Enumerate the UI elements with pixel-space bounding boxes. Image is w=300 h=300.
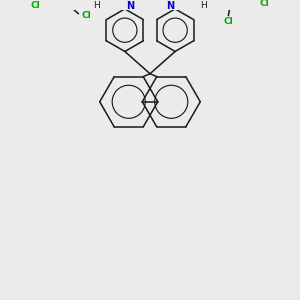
Text: H: H [200,1,207,10]
Text: Cl: Cl [81,11,91,20]
Text: N: N [166,1,174,11]
Text: Cl: Cl [224,17,233,26]
Text: Cl: Cl [31,1,41,10]
Text: N: N [126,1,134,11]
Text: Cl: Cl [259,0,269,8]
Text: H: H [93,1,100,10]
